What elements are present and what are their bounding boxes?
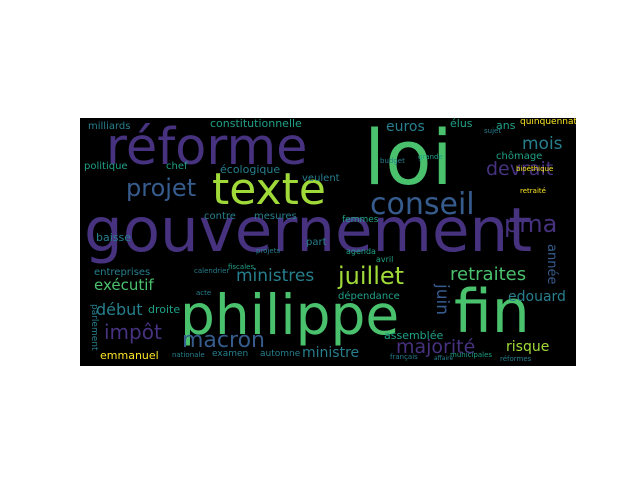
word-quinquennat: quinquennat [520, 118, 576, 127]
word-devrait: devrait [486, 158, 554, 180]
word-fiscales: fiscales [228, 263, 255, 271]
word-droite: droite [148, 303, 181, 316]
word-sujet: sujet [484, 127, 502, 135]
word-bioethique: bioéthique [516, 165, 554, 173]
word-projet: projet [126, 174, 197, 202]
word-ans: ans [496, 119, 516, 132]
word-francais: français [390, 353, 418, 361]
word-nationale: nationale [172, 351, 205, 359]
word-gouvernement: gouvernement [84, 195, 533, 266]
word-dependance: dépendance [338, 291, 400, 302]
word-entreprises: entreprises [94, 267, 151, 278]
word-risque: risque [506, 339, 550, 355]
word-budget: budget [380, 157, 405, 165]
word-automne: automne [260, 349, 301, 359]
word-conseil: conseil [370, 187, 475, 222]
word-annee: année [544, 244, 559, 285]
word-affaire: affaire [434, 355, 454, 362]
word-euros: euros [386, 119, 425, 135]
word-acte: acte [196, 289, 212, 297]
word-pma: pma [504, 210, 558, 238]
word-avril: avril [376, 255, 394, 264]
word-constitutionnelle: constitutionnelle [210, 118, 302, 130]
word-elus: élus [450, 118, 473, 130]
word-ecologique: écologique [220, 163, 281, 176]
word-chomage: chômage [496, 151, 543, 162]
word-cloud: gouvernement réforme loi philippe fin te… [80, 118, 576, 366]
word-majorite: majorité [396, 336, 476, 358]
word-calendrier: calendrier [194, 267, 230, 275]
word-assemblee: assemblée [384, 329, 444, 342]
word-fin: fin [454, 277, 530, 347]
word-agenda: agenda [346, 247, 376, 256]
word-loi: loi [364, 118, 453, 202]
word-impot: impôt [104, 320, 162, 344]
word-contre: contre [204, 211, 236, 222]
word-municipales: municipales [450, 351, 493, 359]
word-debut: début [96, 300, 143, 319]
word-baisse: baisse [96, 231, 132, 244]
word-politique: politique [84, 161, 128, 172]
word-ministre: ministre [302, 345, 360, 361]
word-reforme: réforme [106, 118, 308, 177]
word-retraite: retraité [520, 187, 546, 195]
word-milliards: milliards [88, 121, 131, 132]
word-macron: macron [182, 328, 265, 353]
word-mesures: mesures [254, 211, 297, 222]
word-emmanuel: emmanuel [100, 349, 159, 362]
word-edouard: edouard [508, 289, 566, 305]
word-retraites: retraites [450, 264, 527, 285]
word-juillet: juillet [338, 262, 405, 290]
word-executif: exécutif [94, 276, 154, 294]
word-reformes: réformes [500, 355, 532, 363]
word-juin: juin [432, 284, 452, 315]
word-grande: grande [418, 153, 443, 161]
word-mois: mois [522, 134, 563, 154]
word-parlement: parlement [89, 304, 99, 351]
word-veulent: veulent [302, 173, 340, 184]
word-part: part [306, 237, 327, 248]
word-philippe: philippe [180, 283, 400, 347]
word-examen: examen [212, 349, 249, 359]
word-femmes: femmes [342, 215, 379, 225]
word-ministres: ministres [236, 266, 315, 286]
word-projets: projets [256, 247, 281, 255]
word-texte: texte [212, 164, 326, 215]
word-chef: chef [166, 161, 188, 172]
